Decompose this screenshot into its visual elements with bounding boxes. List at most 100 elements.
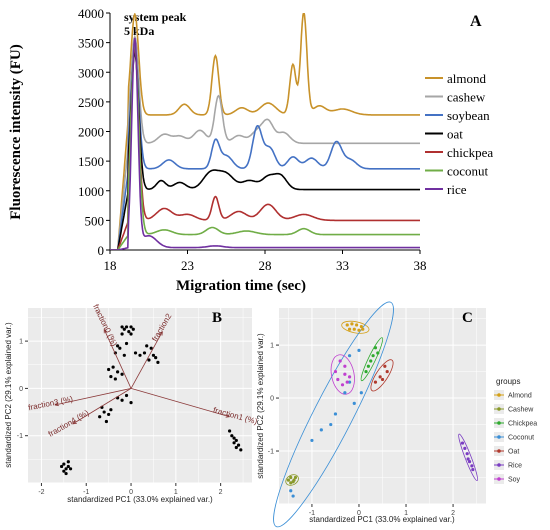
panel-c-ticks: -1 0 1 2 -1 0 1 bbox=[268, 343, 455, 517]
point-soy bbox=[338, 359, 342, 363]
panel-b-point bbox=[113, 377, 117, 381]
legend-label-chickpea: Chickpea bbox=[508, 421, 537, 428]
panel-a-y-tick-label: 3000 bbox=[78, 65, 104, 80]
point-almond bbox=[359, 324, 363, 329]
point-coconut bbox=[347, 380, 352, 384]
panel-b-point bbox=[151, 353, 156, 357]
point-chickpea bbox=[371, 354, 375, 358]
point-cashew bbox=[289, 481, 293, 485]
point-rice bbox=[465, 452, 469, 456]
panel-b-point bbox=[64, 471, 68, 476]
point-chickpea bbox=[364, 369, 368, 374]
panel-c: -1 0 1 2 -1 0 1 C standardized PC1 (33.0% expl… bbox=[256, 301, 537, 528]
point-rice bbox=[471, 467, 475, 472]
point-oat bbox=[385, 369, 389, 374]
point-oat bbox=[373, 380, 378, 384]
panel-b-point bbox=[122, 327, 126, 331]
panel-b-point bbox=[107, 412, 111, 417]
point-coconut bbox=[289, 489, 293, 493]
legend-label-coconut: Coconut bbox=[508, 435, 534, 442]
panel-b-point bbox=[120, 325, 124, 329]
panel-b-point bbox=[66, 460, 70, 464]
panel-b-point bbox=[120, 332, 124, 336]
panel-b-point bbox=[122, 353, 126, 357]
panel-a-x-tick-label: 23 bbox=[181, 258, 194, 273]
legend-label-coconut: coconut bbox=[447, 164, 489, 179]
panel-a-y-tick-label: 2500 bbox=[78, 95, 104, 110]
point-chickpea bbox=[373, 346, 378, 350]
point-chickpea bbox=[376, 351, 380, 355]
point-oat bbox=[380, 377, 385, 382]
legend-key-cashew bbox=[497, 407, 501, 411]
legend-label-chickpea: chickpea bbox=[447, 145, 493, 160]
ellipse-rice bbox=[458, 433, 478, 481]
panel-b-grid bbox=[28, 308, 252, 484]
panel-b-point bbox=[62, 469, 66, 473]
panel-b-point bbox=[102, 410, 106, 414]
point-cashew bbox=[286, 478, 291, 482]
legend-key-chickpea bbox=[497, 421, 501, 425]
legend-label-cashew: cashew bbox=[447, 90, 486, 105]
panel-a-axes: 0 500 1000 1500 2000 2500 3000 3500 4000 18 23 28 33… bbox=[78, 6, 427, 273]
panel-b-point bbox=[116, 344, 120, 348]
panel-b-point bbox=[120, 372, 124, 376]
point-rice bbox=[466, 457, 470, 461]
panel-a-x-tick-label: 33 bbox=[336, 258, 349, 273]
panel-c-x-tick-label: -1 bbox=[309, 510, 315, 517]
loading-arrow bbox=[130, 388, 230, 418]
loading-arrow bbox=[130, 331, 163, 389]
panel-b-point bbox=[107, 367, 111, 372]
point-almond bbox=[357, 328, 361, 332]
point-soy bbox=[333, 369, 338, 374]
panel-b-point bbox=[66, 464, 70, 469]
loading-arrow bbox=[103, 329, 132, 389]
panel-c-x-tick-label: 1 bbox=[404, 510, 408, 517]
panel-b-x-tick-label: 0 bbox=[129, 489, 133, 496]
panel-a-y-tick-label: 4000 bbox=[78, 6, 104, 21]
point-coconut bbox=[352, 401, 356, 405]
point-soy bbox=[347, 375, 352, 379]
panel-b-point bbox=[118, 346, 122, 350]
panel-b-x-tick-label: -1 bbox=[83, 489, 89, 496]
kda-annotation: 5 kDa bbox=[124, 24, 154, 38]
legend-label-oat: oat bbox=[447, 127, 463, 142]
panel-a-y-tick-label: 2000 bbox=[78, 125, 104, 140]
panel-a-x-tick-label: 18 bbox=[104, 258, 117, 273]
panel-b-ticks: -2 -1 0 1 2 -1 0 1 bbox=[17, 339, 223, 496]
panel-b-y-tick-label: -1 bbox=[17, 433, 23, 440]
panel-b-point bbox=[138, 353, 142, 357]
panel-b-point bbox=[147, 358, 151, 362]
series-line-coconut bbox=[110, 44, 420, 250]
legend-label-cashew: Cashew bbox=[508, 407, 534, 414]
point-almond bbox=[345, 323, 349, 327]
panel-b-point bbox=[145, 344, 149, 348]
point-coconut bbox=[343, 391, 347, 395]
point-almond bbox=[355, 323, 359, 327]
panel-c-ellipses bbox=[273, 301, 478, 528]
panel-b-point bbox=[232, 436, 236, 440]
panel-a: A system peak 5 kDa 0 500 1000 1500 2000 2500… bbox=[8, 6, 493, 294]
ellipse-oat bbox=[370, 359, 394, 392]
panel-a-letter: A bbox=[470, 13, 482, 30]
point-oat bbox=[378, 375, 382, 379]
point-coconut bbox=[310, 438, 314, 443]
panel-b-letter: B bbox=[212, 310, 222, 326]
panel-b-point bbox=[109, 374, 113, 379]
legend-key-almond bbox=[497, 393, 501, 397]
panel-b-point bbox=[129, 325, 133, 329]
point-rice bbox=[470, 464, 474, 468]
legend-key-coconut bbox=[497, 435, 501, 439]
panel-b-point bbox=[232, 441, 236, 445]
panel-c-y-axis-label: standardized PC2 (29.1% explained var.) bbox=[256, 333, 265, 479]
panel-a-y-tick-label: 1500 bbox=[78, 154, 104, 169]
panel-b-point bbox=[129, 332, 133, 336]
panel-c-x-axis-label: standardized PC1 (33.0% explained var.) bbox=[309, 515, 455, 524]
panel-b-point bbox=[64, 467, 68, 471]
legend-label-oat: Oat bbox=[508, 449, 519, 456]
panel-a-x-axis-label: Migration time (sec) bbox=[176, 278, 306, 294]
panel-c-y-tick-label: -1 bbox=[268, 449, 274, 456]
point-almond bbox=[350, 322, 354, 326]
panel-b-plot-background bbox=[28, 308, 252, 483]
legend-label-soybean: soybean bbox=[447, 108, 490, 123]
